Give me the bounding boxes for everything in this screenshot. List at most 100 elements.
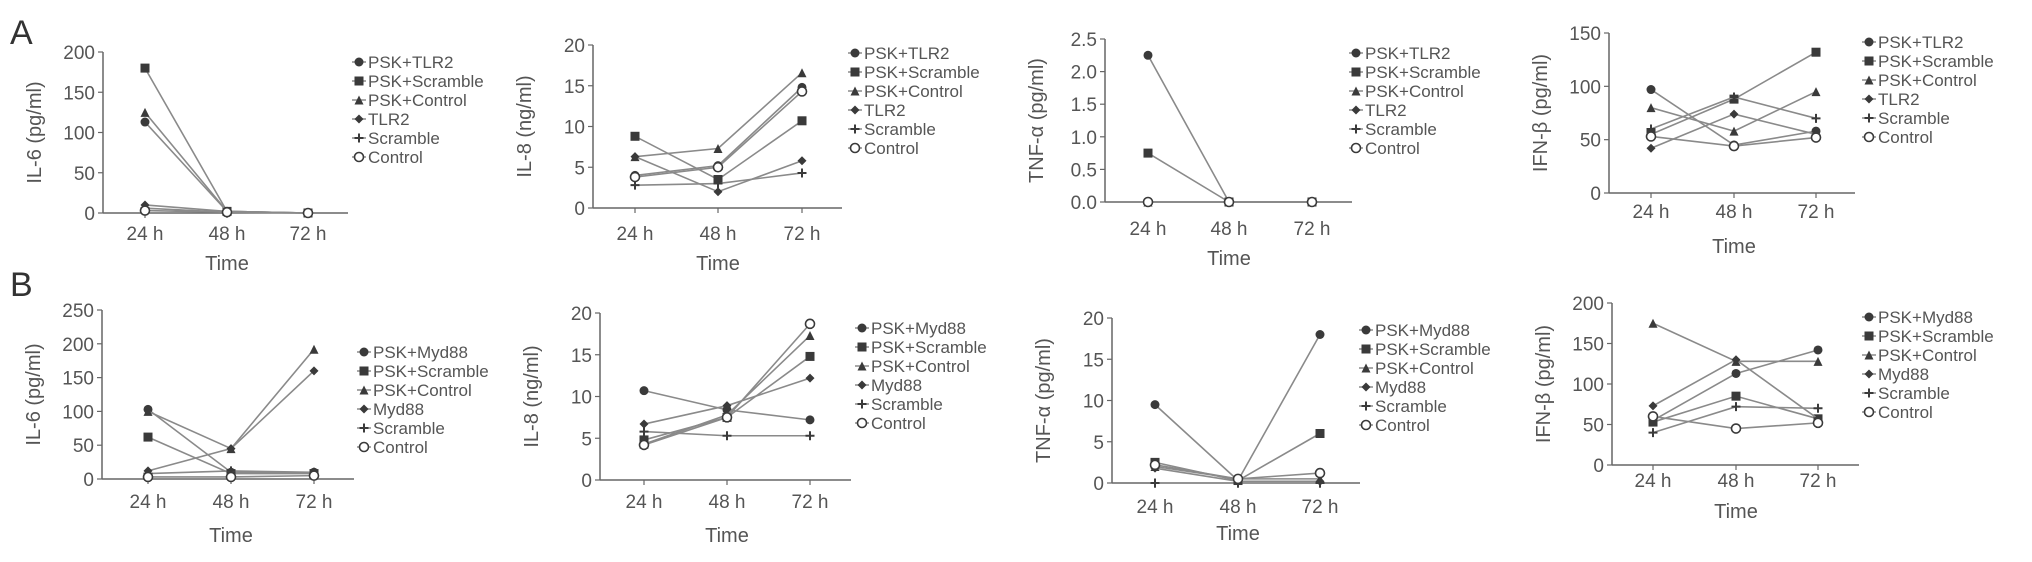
data-point — [1646, 143, 1656, 153]
data-point — [309, 366, 319, 376]
series-control — [139, 205, 314, 219]
y-tick-label: 200 — [1572, 294, 1604, 315]
y-tick-label: 20 — [1083, 309, 1104, 330]
data-point — [713, 179, 723, 189]
y-tick-label: 50 — [1583, 416, 1604, 437]
y-axis-title: IFN-β (pg/ml) — [1533, 325, 1555, 443]
legend-item: Scramble — [352, 129, 440, 148]
legend-item: TLR2 — [1862, 90, 1920, 109]
data-point — [1648, 417, 1658, 427]
y-tick-label: 1.5 — [1071, 95, 1097, 116]
legend-marker — [359, 366, 369, 376]
legend-item: PSK+Scramble — [1359, 340, 1491, 359]
series-scramble — [1648, 402, 1823, 438]
data-point — [713, 144, 723, 154]
chart-panel-6: 0 5 10 15 20 24 h 48 h 72 h Time IL-8 (ng/ml) PSK+… — [521, 304, 987, 547]
legend-marker — [1864, 369, 1874, 379]
x-tick-label: 24 h — [1633, 202, 1670, 223]
x-axis-title: Time — [209, 525, 253, 547]
legend-item: Myd88 — [1862, 365, 1929, 384]
legend-item: PSK+TLR2 — [1349, 44, 1451, 63]
legend-marker — [1864, 56, 1874, 66]
data-point — [142, 471, 154, 483]
legend-marker — [857, 323, 867, 333]
legend-item: Scramble — [848, 120, 936, 139]
data-point — [309, 344, 319, 354]
legend-label: PSK+Control — [864, 82, 963, 101]
series-psk-control — [1646, 87, 1821, 136]
y-tick-label: 100 — [62, 402, 94, 423]
data-point — [140, 63, 150, 73]
legend-marker — [354, 76, 364, 86]
x-tick-label: 48 h — [209, 224, 246, 245]
x-tick-label: 72 h — [290, 224, 327, 245]
legend-label: TLR2 — [864, 101, 906, 120]
series-scramble — [639, 427, 815, 441]
legend-marker — [358, 441, 370, 453]
legend-label: Scramble — [1365, 120, 1437, 139]
legend-item: Myd88 — [357, 400, 424, 419]
legend-marker — [1864, 113, 1874, 123]
legend-marker — [1350, 142, 1362, 154]
data-point — [143, 432, 153, 442]
y-tick-label: 50 — [73, 436, 94, 457]
data-point — [797, 116, 807, 126]
data-point — [796, 86, 808, 97]
legend-label: PSK+Scramble — [1365, 63, 1481, 82]
chart-panel-7: 0 5 10 15 20 24 h 48 h 72 h Time TNF-α (pg/ml) PSK… — [1033, 309, 1491, 545]
y-tick-label: 5 — [1093, 433, 1104, 454]
data-point — [804, 318, 816, 330]
x-tick-label: 72 h — [1800, 471, 1837, 492]
legend-label: PSK+Control — [1375, 359, 1474, 378]
data-point — [805, 373, 815, 383]
legend-marker — [1864, 331, 1874, 341]
x-tick-label: 72 h — [296, 492, 333, 513]
legend-item: PSK+Control — [1359, 359, 1474, 378]
legend-marker — [354, 57, 364, 67]
y-tick-label: 0 — [1590, 184, 1601, 205]
legend-marker — [1351, 86, 1361, 96]
legend-label: Myd88 — [871, 376, 922, 395]
data-point — [140, 117, 150, 127]
legend-label: PSK+TLR2 — [1878, 33, 1964, 52]
y-tick-label: 20 — [571, 304, 592, 325]
legend-label: PSK+Scramble — [1878, 52, 1994, 71]
data-point — [1223, 196, 1235, 208]
y-tick-label: 200 — [63, 43, 95, 64]
data-point — [1646, 85, 1656, 95]
y-axis-title: TNF-α (pg/ml) — [1033, 338, 1055, 463]
y-tick-label: 150 — [1569, 24, 1601, 45]
legend-label: TLR2 — [1878, 90, 1920, 109]
data-point — [143, 406, 153, 416]
legend-label: PSK+Control — [1878, 346, 1977, 365]
legend-label: Control — [871, 414, 926, 433]
legend-marker — [1361, 363, 1371, 373]
legend-item: PSK+Control — [855, 357, 970, 376]
y-axis-title: IL-6 (pg/ml) — [23, 343, 45, 445]
legend-item: Control — [352, 148, 423, 167]
series-line — [147, 348, 315, 450]
data-point — [1143, 148, 1153, 158]
legend-item: PSK+Control — [1862, 346, 1977, 365]
data-point — [1315, 429, 1325, 438]
data-point — [797, 156, 807, 166]
legend-item: Scramble — [1862, 109, 1950, 128]
legend-item: PSK+Scramble — [352, 72, 484, 91]
series-myd88 — [639, 373, 815, 429]
data-point — [140, 107, 150, 117]
series-line — [144, 111, 309, 214]
data-point — [308, 470, 320, 481]
data-point — [1306, 196, 1318, 208]
data-point — [722, 401, 732, 411]
legend-item: PSK+Scramble — [848, 63, 980, 82]
data-point — [1143, 50, 1153, 60]
data-point — [225, 471, 237, 483]
data-point — [1813, 403, 1823, 413]
data-point — [797, 168, 807, 178]
data-point — [1142, 196, 1154, 208]
y-tick-label: 0 — [1093, 474, 1104, 495]
legend-marker — [850, 48, 860, 58]
legend-marker — [1863, 406, 1875, 418]
x-tick-label: 72 h — [1302, 497, 1339, 518]
